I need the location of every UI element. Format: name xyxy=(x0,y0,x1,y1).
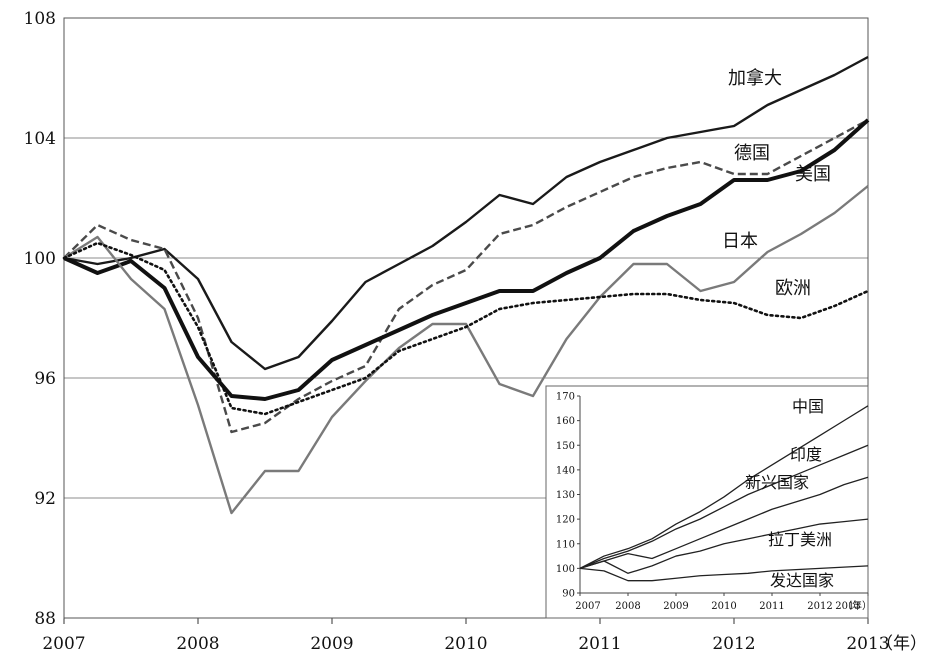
series-label-4: 欧洲 xyxy=(775,278,811,299)
inset-y-tick-label: 110 xyxy=(556,539,575,550)
y-tick-label: 88 xyxy=(34,609,56,629)
y-tick-label: 92 xyxy=(34,489,56,509)
inset-series-label-2: 新兴国家 xyxy=(745,473,809,492)
inset-x-tick-label: 2013 xyxy=(835,601,860,612)
series-label-1: 德国 xyxy=(734,143,770,164)
inset-x-tick-label: 2012 xyxy=(807,601,832,612)
y-tick-label: 96 xyxy=(34,369,56,389)
inset-y-tick-label: 160 xyxy=(556,416,575,427)
y-tick-label: 108 xyxy=(24,9,56,29)
series-label-2: 美国 xyxy=(795,164,831,185)
inset-y-tick-label: 170 xyxy=(556,392,575,403)
series-line-2 xyxy=(63,118,870,401)
series-line-1 xyxy=(63,118,869,434)
series-line-3 xyxy=(63,185,869,515)
inset-x-tick-label: 2007 xyxy=(575,601,600,612)
plot-frame xyxy=(63,17,869,619)
x-tick-label: 2013 xyxy=(846,634,889,654)
inset-series-label-4: 发达国家 xyxy=(770,571,834,590)
x-tick-label: 2011 xyxy=(578,634,621,654)
inset-series-line-2 xyxy=(579,476,869,569)
inset-chart: 90 100 110 120 130 140 150 160 170 2007 2008 2009 20… xyxy=(545,385,872,619)
inset-y-tick-label: 100 xyxy=(556,564,575,575)
x-tick-label: 2008 xyxy=(176,634,219,654)
x-tick-label: 2010 xyxy=(444,634,487,654)
inset-y-tick-label: 150 xyxy=(556,441,575,452)
inset-x-axis-unit-label: （年） xyxy=(842,599,872,612)
x-axis-unit-label: （年） xyxy=(876,634,926,654)
inset-x-tick-label: 2011 xyxy=(759,601,784,612)
inset-x-tick-label: 2009 xyxy=(663,601,688,612)
series-line-0 xyxy=(63,55,869,371)
series-label-3: 日本 xyxy=(722,231,758,252)
inset-frame xyxy=(545,385,869,619)
inset-series-line-0 xyxy=(579,405,869,569)
x-tick-label: 2012 xyxy=(712,634,755,654)
inset-x-tick-label: 2008 xyxy=(615,601,640,612)
x-tick-label: 2007 xyxy=(42,634,85,654)
inset-series-line-1 xyxy=(579,444,869,569)
inset-series-label-1: 印度 xyxy=(790,445,822,464)
inset-y-tick-label: 130 xyxy=(556,490,575,501)
x-tick-label: 2009 xyxy=(310,634,353,654)
inset-x-tick-label: 2010 xyxy=(711,601,736,612)
series-label-0: 加拿大 xyxy=(728,67,782,89)
inset-y-tick-label: 140 xyxy=(556,465,575,476)
inset-series-label-3: 拉丁美洲 xyxy=(768,530,832,549)
inset-series-label-0: 中国 xyxy=(792,397,824,416)
series-line-4 xyxy=(62,241,870,416)
inset-series-line-3 xyxy=(579,518,869,574)
inset-y-tick-label: 120 xyxy=(556,515,575,526)
y-tick-label: 100 xyxy=(24,249,56,269)
inset-y-tick-label: 90 xyxy=(562,589,575,600)
inset-series-line-4 xyxy=(579,565,869,582)
y-tick-label: 104 xyxy=(24,129,56,149)
